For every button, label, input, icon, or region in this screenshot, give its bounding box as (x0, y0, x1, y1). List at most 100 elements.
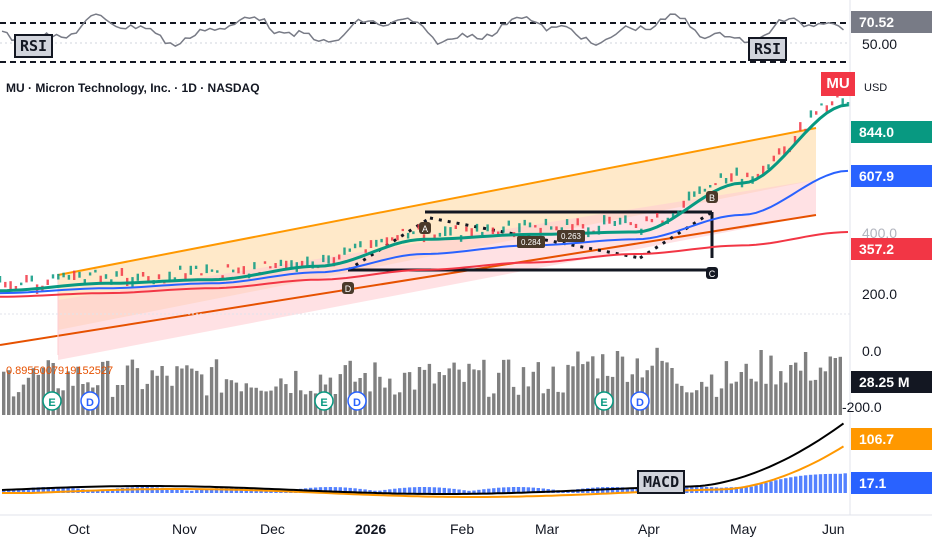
x-axis-apr: Apr (638, 521, 660, 537)
volume-bar (749, 378, 753, 415)
rsi-label-right: RSI (748, 37, 788, 61)
volume-bar (422, 369, 427, 415)
volume-bar (205, 395, 209, 415)
candle (677, 210, 680, 215)
candle (449, 227, 452, 236)
candle (327, 255, 330, 264)
macd-hist-bar (393, 488, 397, 493)
macd-hist-bar (462, 490, 466, 493)
macd-hist-bar (838, 473, 842, 493)
volume-bar (338, 374, 342, 415)
volume-bar (526, 386, 531, 415)
volume-bar (581, 364, 585, 415)
candle (94, 269, 97, 273)
volume-bar (492, 393, 496, 415)
macd-hist-bar (843, 473, 847, 493)
volume-bar (813, 379, 818, 415)
candle (539, 227, 542, 238)
candle (767, 164, 770, 170)
macd-hist-bar (447, 488, 451, 493)
currency-selector[interactable]: USD (864, 82, 888, 94)
dividend-marker-2: D (347, 391, 367, 411)
volume-bar (76, 366, 80, 415)
candle (433, 234, 436, 239)
macd-hist-bar (101, 490, 105, 493)
macd-hist-bar (185, 490, 189, 493)
volume-tag: 28.25 M (851, 371, 932, 393)
candle (830, 101, 834, 106)
candle (645, 216, 648, 222)
svg-text:D: D (353, 397, 361, 409)
macd-hist-bar (368, 490, 372, 493)
candle (343, 247, 346, 255)
candle (470, 228, 473, 238)
volume-bar (308, 390, 313, 415)
candle (603, 215, 606, 225)
candle (263, 261, 267, 264)
volume-bar (373, 362, 377, 415)
volume-bar (571, 366, 575, 415)
macd-hist-bar (51, 487, 55, 493)
macd-hist-bar (467, 490, 471, 493)
candle (51, 274, 55, 279)
macd-hist-bar (531, 487, 535, 493)
candle (141, 272, 145, 277)
candle (242, 266, 245, 275)
macd-hist-bar (729, 487, 733, 493)
volume-bar (303, 394, 308, 415)
candle (523, 219, 526, 226)
volume-bar (719, 388, 724, 415)
candle (809, 110, 813, 118)
volume-bar (427, 363, 432, 415)
volume-bar (254, 387, 258, 415)
macd-hist-bar (353, 488, 357, 493)
candle (306, 256, 309, 266)
candle (194, 265, 198, 269)
macd-hist-bar (620, 487, 625, 493)
candle (438, 232, 442, 237)
macd-hist-bar (541, 488, 545, 493)
x-axis-oct: Oct (68, 521, 90, 537)
ema-slow-line (0, 231, 849, 298)
candle (815, 111, 818, 115)
candle (67, 274, 71, 280)
price-axis-neg200: -200.0 (842, 399, 882, 415)
symbol-badge[interactable]: MU (821, 72, 855, 96)
pattern-label-c: C (706, 267, 718, 279)
candle (120, 268, 124, 276)
earnings-marker-1: E (42, 391, 62, 411)
candle (560, 227, 563, 231)
candle (401, 228, 404, 232)
volume-bar (744, 363, 748, 415)
candle (528, 222, 532, 228)
svg-text:0.284: 0.284 (521, 238, 542, 247)
volume-bar (229, 380, 234, 415)
macd-hist-bar (190, 490, 194, 493)
price-axis-0: 0.0 (862, 343, 882, 359)
macd-hist-bar (333, 487, 338, 493)
volume-bar (591, 356, 595, 415)
macd-hist-bar (402, 487, 407, 493)
macd-hist-bar (784, 478, 788, 493)
candle (502, 226, 505, 233)
volume-bar (363, 373, 367, 415)
x-axis-2026: 2026 (355, 521, 387, 537)
candle (300, 260, 304, 267)
candle (232, 269, 235, 273)
pattern-label-a: A (419, 222, 431, 234)
volume-bar (155, 375, 159, 415)
macd-hist-bar (363, 489, 367, 493)
macd-hist-bar (175, 489, 179, 493)
volume-bar (170, 385, 174, 415)
volume-bar (690, 392, 694, 415)
macd-hist-bar (828, 473, 832, 493)
channel-top (57, 127, 817, 276)
price-axis-400: 400.0 (862, 225, 898, 241)
volume-bar (536, 362, 540, 415)
candle (481, 231, 484, 235)
volume-bar (140, 389, 144, 415)
candle (147, 276, 150, 282)
macd-hist-bar (472, 490, 476, 493)
volume-bar (101, 361, 105, 415)
